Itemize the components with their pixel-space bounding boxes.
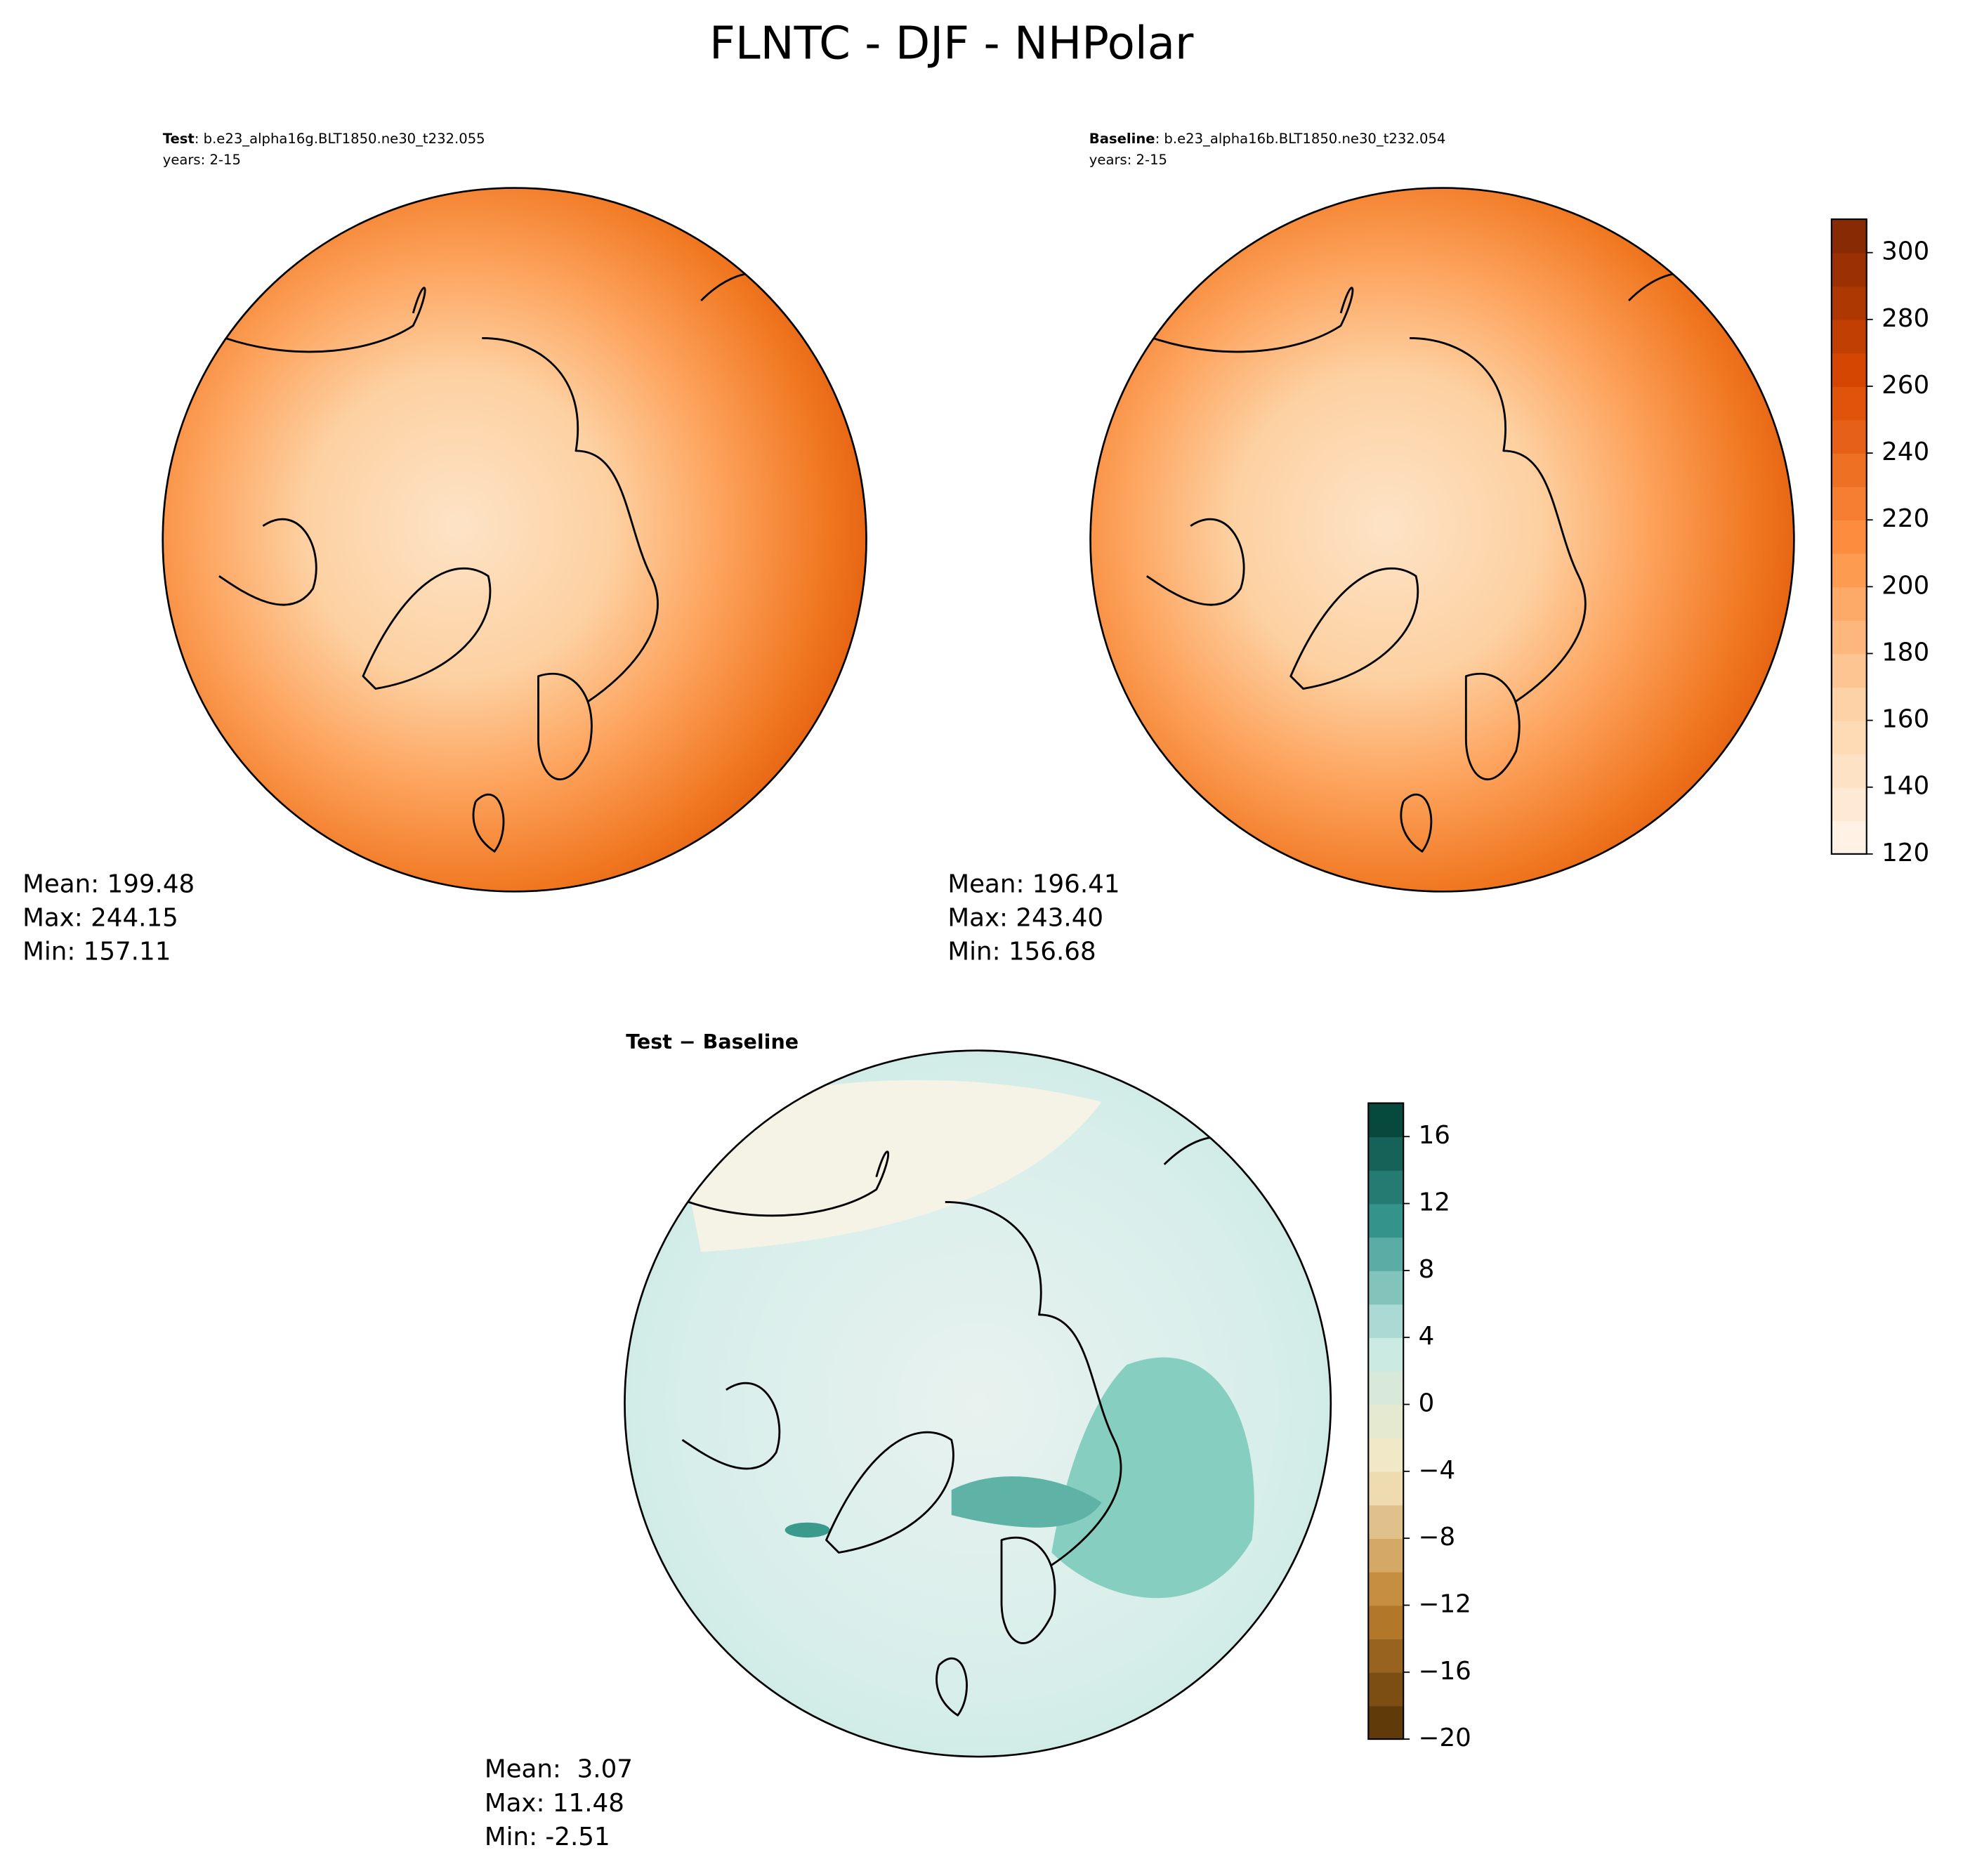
map-border bbox=[1089, 187, 1795, 893]
colorbar-band bbox=[1368, 1672, 1404, 1707]
colorbar-band bbox=[1368, 1337, 1404, 1372]
stat: Min: 156.68 bbox=[947, 938, 1096, 966]
stat: Max: 11.48 bbox=[485, 1789, 624, 1818]
colorbar-band bbox=[1831, 653, 1867, 688]
colorbar-band bbox=[1831, 419, 1867, 454]
map-border bbox=[624, 1049, 1332, 1758]
colorbar-band bbox=[1368, 1438, 1404, 1472]
colorbar-band bbox=[1831, 687, 1867, 721]
colorbar-band bbox=[1831, 252, 1867, 287]
panel-case: : b.e23_alpha16b.BLT1850.ne30_t232.054 bbox=[1155, 131, 1446, 147]
colorbar-band bbox=[1831, 720, 1867, 755]
colorbar-band bbox=[1831, 787, 1867, 822]
colorbar-tick-label: 180 bbox=[1882, 638, 1929, 667]
map-border bbox=[162, 187, 867, 893]
colorbar-tick-label: −12 bbox=[1419, 1589, 1471, 1618]
colorbar-band bbox=[1831, 453, 1867, 487]
colorbar-tick-label: 160 bbox=[1882, 705, 1929, 734]
colorbar-band bbox=[1368, 1370, 1404, 1405]
colorbar-band bbox=[1368, 1605, 1404, 1640]
colorbar-tick-label: 16 bbox=[1419, 1121, 1450, 1150]
colorbar-band bbox=[1831, 619, 1867, 655]
colorbar-band bbox=[1368, 1639, 1404, 1673]
colorbar-band bbox=[1831, 486, 1867, 521]
colorbar-band bbox=[1368, 1237, 1404, 1271]
colorbar-tick-label: 0 bbox=[1419, 1389, 1435, 1418]
colorbar-band bbox=[1831, 754, 1867, 788]
colorbar-tick-label: 140 bbox=[1882, 772, 1929, 801]
colorbar-band bbox=[1368, 1304, 1404, 1339]
colorbar-tick-label: 4 bbox=[1419, 1322, 1435, 1351]
colorbar-band bbox=[1368, 1270, 1404, 1305]
colorbar-tick-label: 240 bbox=[1882, 438, 1929, 466]
colorbar-tick-label: 220 bbox=[1882, 504, 1929, 533]
colorbar-tick-label: 8 bbox=[1419, 1255, 1435, 1284]
panel-name: Test bbox=[163, 131, 195, 147]
colorbar-band bbox=[1831, 820, 1867, 855]
colorbar-tick-label: −20 bbox=[1419, 1724, 1471, 1752]
stat: Max: 243.40 bbox=[947, 904, 1103, 933]
colorbar-band bbox=[1368, 1538, 1404, 1573]
colorbar-frame bbox=[1830, 218, 1867, 855]
stat: Min: 157.11 bbox=[22, 938, 171, 966]
panel-label: Baseline: b.e23_alpha16b.BLT1850.ne30_t2… bbox=[1089, 131, 1446, 147]
colorbar-band bbox=[1368, 1136, 1404, 1171]
colorbar-tick-label: 260 bbox=[1882, 371, 1929, 400]
stat: Max: 244.15 bbox=[22, 904, 178, 933]
colorbar-frame bbox=[1367, 1102, 1405, 1740]
panel-years: years: 2-15 bbox=[1089, 152, 1167, 168]
panel-years: years: 2-15 bbox=[163, 152, 241, 168]
colorbar-band bbox=[1831, 586, 1867, 621]
stat: Mean: 199.48 bbox=[22, 870, 195, 898]
colorbar-band bbox=[1831, 353, 1867, 387]
stat: Mean: 196.41 bbox=[947, 870, 1120, 898]
map bbox=[1090, 188, 1794, 892]
colorbar-band bbox=[1831, 520, 1867, 554]
colorbar-band bbox=[1831, 219, 1867, 254]
panel-label: Test − Baseline bbox=[626, 1030, 799, 1054]
colorbar-tick-label: −16 bbox=[1419, 1657, 1471, 1686]
colorbar-tick-label: −4 bbox=[1419, 1456, 1456, 1485]
panel-case: : b.e23_alpha16g.BLT1850.ne30_t232.055 bbox=[195, 131, 485, 147]
colorbar-band bbox=[1368, 1103, 1404, 1138]
map bbox=[162, 188, 867, 892]
colorbar-band bbox=[1368, 1471, 1404, 1506]
map bbox=[624, 1050, 1331, 1757]
colorbar-tick-label: 200 bbox=[1882, 571, 1929, 600]
colorbar-tick-label: 12 bbox=[1419, 1188, 1450, 1217]
colorbar-band bbox=[1831, 319, 1867, 354]
colorbar-tick-label: 300 bbox=[1882, 237, 1929, 266]
colorbar-band bbox=[1368, 1404, 1404, 1439]
colorbar-tick-label: 120 bbox=[1882, 839, 1929, 867]
figure-title: FLNTC - DJF - NHPolar bbox=[709, 18, 1194, 70]
colorbar-band bbox=[1831, 386, 1867, 421]
colorbar-band bbox=[1831, 553, 1867, 588]
colorbar-band bbox=[1368, 1169, 1404, 1205]
colorbar-band bbox=[1368, 1571, 1404, 1606]
panel-label: Test: b.e23_alpha16g.BLT1850.ne30_t232.0… bbox=[163, 131, 485, 147]
colorbar-tick-label: −8 bbox=[1419, 1523, 1456, 1552]
colorbar-band bbox=[1368, 1705, 1404, 1740]
stat: Min: -2.51 bbox=[485, 1823, 610, 1851]
colorbar-band bbox=[1831, 286, 1867, 320]
colorbar-band bbox=[1368, 1203, 1404, 1238]
colorbar-tick-label: 280 bbox=[1882, 304, 1929, 333]
panel-name: Baseline bbox=[1089, 131, 1155, 147]
colorbar-band bbox=[1368, 1504, 1404, 1540]
stat: Mean: 3.07 bbox=[485, 1755, 633, 1784]
